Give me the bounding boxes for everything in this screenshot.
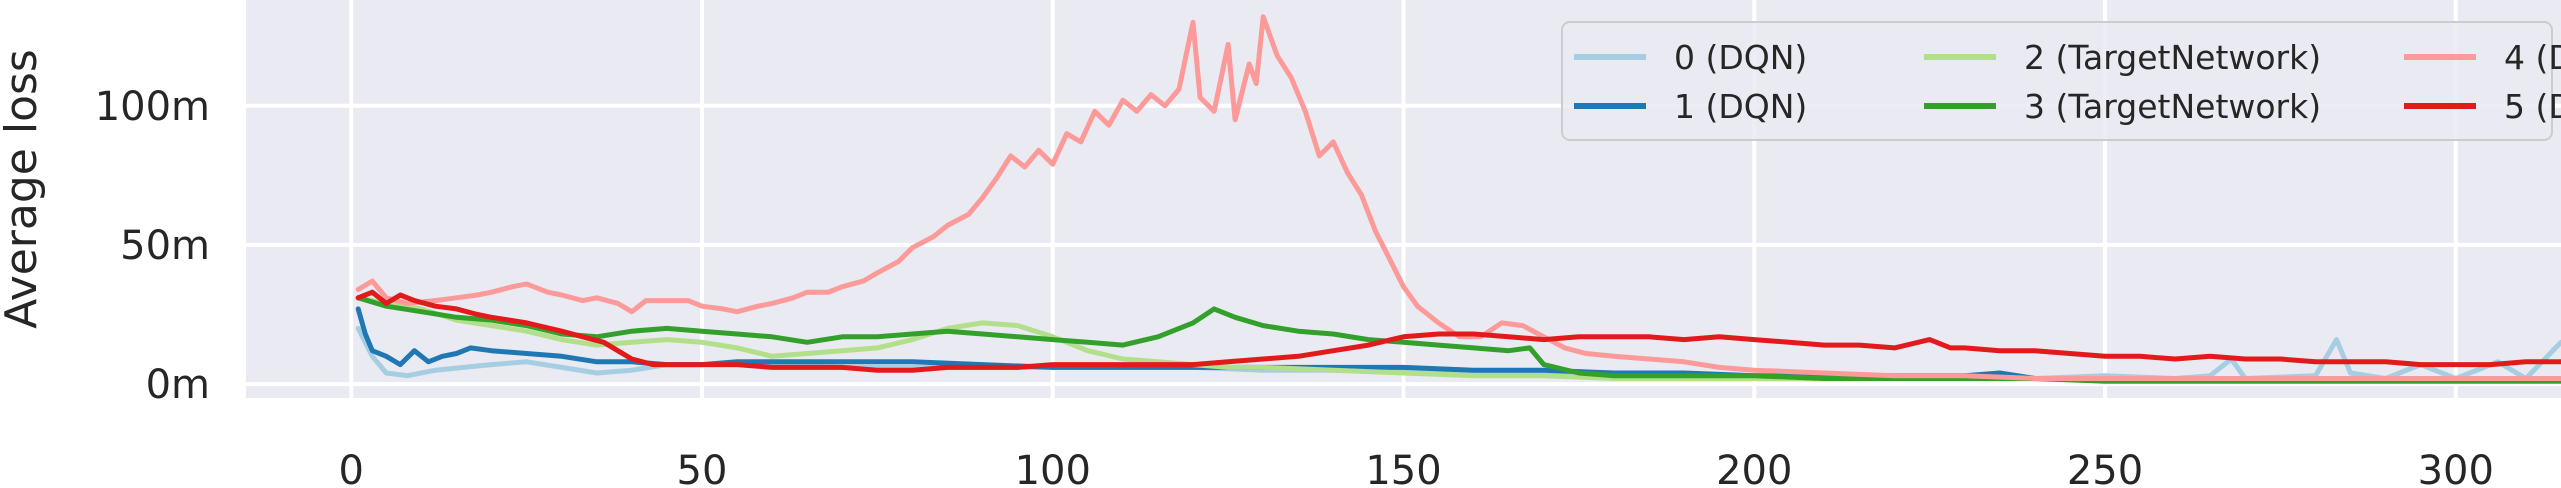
y-tick-label: 0m: [146, 362, 210, 408]
x-tick-label: 0: [339, 448, 364, 488]
y-tick-label: 50m: [120, 223, 210, 269]
y-axis-label: Average loss: [0, 49, 47, 329]
legend-label-4: 4 (DDQN): [2504, 38, 2561, 77]
x-tick-label: 50: [677, 448, 728, 488]
x-tick-label: 250: [2067, 448, 2143, 488]
legend-label-2: 2 (TargetNetwork): [2024, 38, 2321, 77]
legend-label-1: 1 (DQN): [1674, 87, 1807, 126]
x-tick-label: 300: [2418, 448, 2494, 488]
y-tick-label: 100m: [95, 84, 210, 130]
legend-box: [1561, 21, 2553, 141]
legend-label-0: 0 (DQN): [1674, 38, 1807, 77]
x-tick-label: 100: [1015, 448, 1091, 488]
x-tick-label: 150: [1365, 448, 1441, 488]
legend-label-3: 3 (TargetNetwork): [2024, 87, 2321, 126]
legend-label-5: 5 (DDQN): [2504, 87, 2561, 126]
series-line-4: [355, 14, 2561, 381]
x-tick-label: 200: [1716, 448, 1792, 488]
series-line-0: [355, 325, 2561, 381]
legend: 0 (DQN) 1 (DQN) 2 (TargetNetwork) 3 (Target…: [1561, 21, 2561, 141]
x-tick-labels: 0 50 100 150 200 250 300: [339, 448, 2494, 488]
series-line-5: [355, 289, 2561, 373]
y-tick-labels: 0m 50m 100m: [95, 84, 210, 408]
series-lines: [355, 14, 2561, 384]
